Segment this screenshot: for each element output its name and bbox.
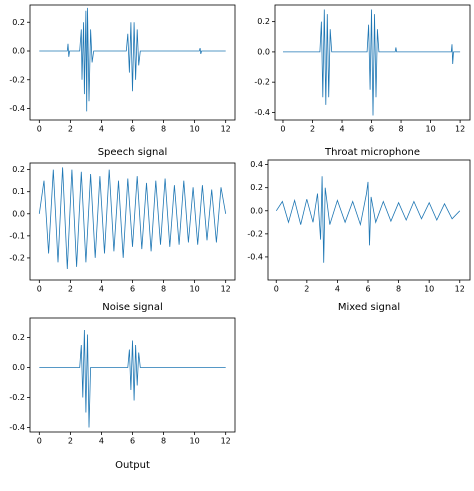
waveform: [39, 329, 226, 428]
y-tick-label: -0.1: [9, 231, 25, 240]
x-tick-label: 10: [190, 285, 200, 294]
y-tick-label: 0.4: [250, 160, 263, 169]
x-tick-label: 10: [190, 125, 200, 134]
x-tick-label: 0: [37, 437, 42, 446]
panel-caption: Output: [115, 460, 150, 471]
panel-caption: Speech signal: [98, 147, 168, 158]
y-tick-label: 0.1: [12, 187, 25, 196]
y-tick-label: 0.2: [12, 333, 25, 342]
x-tick-label: 4: [99, 285, 104, 294]
y-tick-label: 0.0: [12, 47, 25, 56]
y-tick-label: -0.2: [9, 253, 25, 262]
waveform: [38, 167, 227, 270]
x-tick-label: 4: [335, 285, 340, 294]
y-tick-label: 0.0: [250, 206, 263, 215]
y-tick-label: 0.0: [12, 363, 25, 372]
x-tick-label: 12: [455, 125, 465, 134]
waveform: [283, 9, 461, 116]
y-tick-label: -0.2: [9, 75, 25, 84]
y-tick-label: 0.0: [12, 209, 25, 218]
x-tick-label: 8: [399, 125, 404, 134]
panel-caption: Noise signal: [102, 302, 163, 313]
x-tick-label: 0: [280, 125, 285, 134]
x-tick-label: 2: [68, 285, 73, 294]
y-tick-label: 0.2: [12, 18, 25, 27]
axes-frame: [274, 4, 471, 121]
y-tick-label: 0.2: [12, 165, 25, 174]
y-tick-label: -0.4: [247, 252, 263, 261]
y-tick-label: -0.2: [247, 229, 263, 238]
x-tick-label: 2: [68, 125, 73, 134]
y-tick-label: 0.2: [250, 183, 263, 192]
axes-frame: [29, 4, 236, 121]
x-tick-label: 6: [369, 125, 374, 134]
x-tick-label: 8: [161, 285, 166, 294]
x-tick-label: 0: [37, 285, 42, 294]
axes-frame: [29, 162, 236, 281]
x-tick-label: 2: [68, 437, 73, 446]
y-tick-label: 0.2: [257, 17, 270, 26]
y-tick-label: -0.4: [9, 104, 25, 113]
x-tick-label: 8: [396, 285, 401, 294]
x-tick-label: 4: [99, 437, 104, 446]
x-tick-label: 6: [365, 285, 370, 294]
x-tick-label: 4: [99, 125, 104, 134]
x-tick-label: 10: [424, 285, 434, 294]
panel-caption: Throat microphone: [324, 147, 420, 158]
y-tick-label: -0.2: [9, 393, 25, 402]
waveform: [39, 7, 226, 112]
x-tick-label: 2: [304, 285, 309, 294]
axes-frame: [267, 159, 471, 281]
y-tick-label: -0.2: [254, 78, 270, 87]
x-tick-label: 4: [339, 125, 344, 134]
x-tick-label: 0: [37, 125, 42, 134]
x-tick-label: 12: [221, 125, 231, 134]
x-tick-label: 2: [310, 125, 315, 134]
axes-frame: [29, 317, 236, 433]
waveform: [275, 176, 461, 263]
x-tick-label: 6: [130, 437, 135, 446]
panel-caption: Mixed signal: [338, 302, 400, 313]
y-tick-label: -0.4: [9, 423, 25, 432]
x-tick-label: 10: [190, 437, 200, 446]
x-tick-label: 6: [130, 125, 135, 134]
x-tick-label: 8: [161, 437, 166, 446]
x-tick-label: 6: [130, 285, 135, 294]
x-tick-label: 12: [455, 285, 465, 294]
x-tick-label: 8: [161, 125, 166, 134]
y-tick-label: 0.0: [257, 47, 270, 56]
y-tick-label: -0.4: [254, 108, 270, 117]
x-tick-label: 0: [274, 285, 279, 294]
x-tick-label: 12: [221, 437, 231, 446]
x-tick-label: 10: [425, 125, 435, 134]
x-tick-label: 12: [221, 285, 231, 294]
